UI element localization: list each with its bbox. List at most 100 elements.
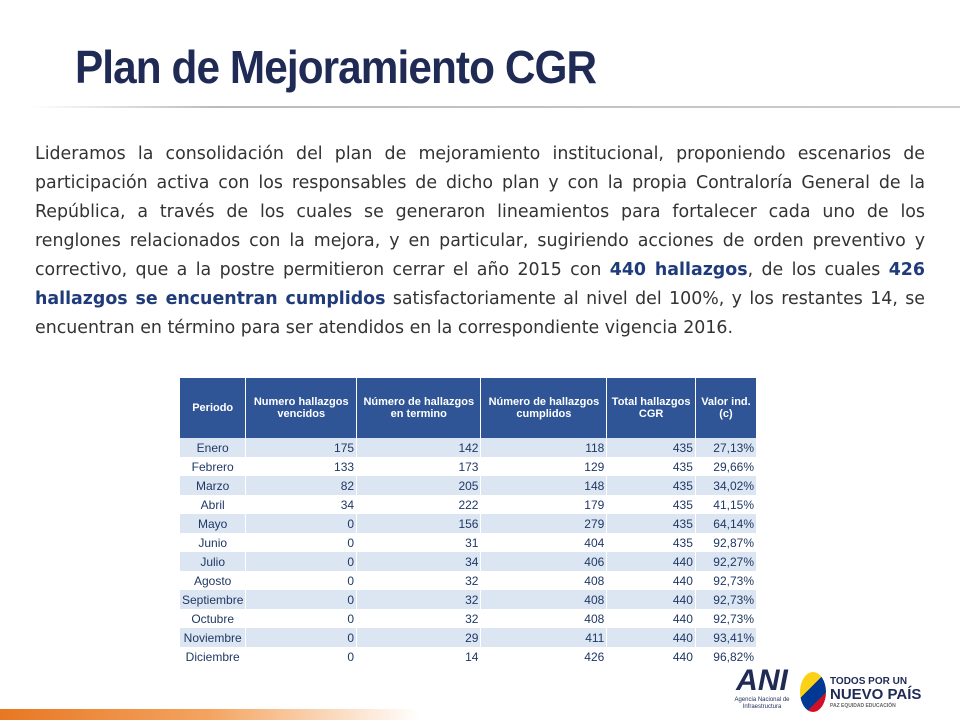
table-cell: 205 xyxy=(356,476,482,495)
flag-icon xyxy=(800,672,826,712)
bold-text: 426 hallazgos se encuentran cumplidos xyxy=(35,260,925,309)
text: , de los cuales xyxy=(747,260,889,280)
table-cell: 34 xyxy=(245,495,358,514)
paragraph: Lideramos la consolidación del plan de m… xyxy=(35,140,925,343)
logo-text: NUEVO PAÍS xyxy=(830,686,922,703)
table-cell: 440 xyxy=(606,628,696,647)
header-row: Periodo Numero hallazgos vencidos Número d… xyxy=(180,378,758,438)
table-cell: 14 xyxy=(356,647,482,666)
table-cell: 64,14% xyxy=(695,514,758,533)
table-cell: 32 xyxy=(356,571,482,590)
table-body: Enero 175 142 118 435 27,13% Febrero 133 173 129 4… xyxy=(180,438,758,666)
table-cell: 406 xyxy=(480,552,608,571)
table-cell: 435 xyxy=(606,438,696,457)
table-cell: 82 xyxy=(245,476,358,495)
table-cell: Noviembre xyxy=(180,628,247,647)
table-row: Mayo 0 156 279 435 64,14% xyxy=(180,514,758,533)
table: Periodo Numero hallazgos vencidos Número d… xyxy=(180,378,758,666)
logo-text: TODOS POR UN xyxy=(830,676,908,687)
table-cell: 142 xyxy=(356,438,482,457)
table-cell: 29 xyxy=(356,628,482,647)
table-cell: 29,66% xyxy=(695,457,758,476)
header-cell: Número de hallazgos en termino xyxy=(356,378,482,438)
bold-text: 440 hallazgos xyxy=(609,260,748,280)
table-row: Enero 175 142 118 435 27,13% xyxy=(180,438,758,457)
table-cell: 0 xyxy=(245,590,358,609)
gov-logo: TODOS POR UN NUEVO PAÍS PAZ EQUIDAD EDUCAC… xyxy=(830,676,921,709)
table-cell: 435 xyxy=(606,514,696,533)
table-cell: 32 xyxy=(356,609,482,628)
table-cell: Julio xyxy=(180,552,247,571)
table-cell: 92,87% xyxy=(695,533,758,552)
header-cell: Numero hallazgos vencidos xyxy=(245,378,358,438)
table-cell: 118 xyxy=(480,438,608,457)
table-row: Agosto 0 32 408 440 92,73% xyxy=(180,571,758,590)
table-cell: 92,73% xyxy=(695,590,758,609)
logo-text: PAZ EQUIDAD EDUCACIÓN xyxy=(830,703,896,709)
table-cell: 435 xyxy=(606,533,696,552)
table-cell: 156 xyxy=(356,514,482,533)
table-cell: 408 xyxy=(480,571,608,590)
table-cell: 435 xyxy=(606,495,696,514)
title: Plan de Mejoramiento CGR xyxy=(75,41,597,93)
table-cell: 0 xyxy=(245,571,358,590)
table-cell: 31 xyxy=(356,533,482,552)
table-cell: 440 xyxy=(606,590,696,609)
table-row: Julio 0 34 406 440 92,27% xyxy=(180,552,758,571)
table-cell: Agosto xyxy=(180,571,247,590)
table-cell: 440 xyxy=(606,609,696,628)
table-cell: 408 xyxy=(480,590,608,609)
table-cell: 440 xyxy=(606,552,696,571)
table-cell: 96,82% xyxy=(695,647,758,666)
table-cell: Junio xyxy=(180,533,247,552)
table-cell: 411 xyxy=(480,628,608,647)
header-cell: Número de hallazgos cumplidos xyxy=(480,378,608,438)
title-rule xyxy=(30,106,960,108)
table-cell: 0 xyxy=(245,533,358,552)
table-cell: 0 xyxy=(245,647,358,666)
header-cell: Periodo xyxy=(180,378,247,438)
table-cell: 440 xyxy=(606,647,696,666)
table-cell: 440 xyxy=(606,571,696,590)
footer-bar xyxy=(0,709,420,720)
table-row: Febrero 133 173 129 435 29,66% xyxy=(180,457,758,476)
table-row: Marzo 82 205 148 435 34,02% xyxy=(180,476,758,495)
table-row: Septiembre 0 32 408 440 92,73% xyxy=(180,590,758,609)
table-cell: Marzo xyxy=(180,476,247,495)
table-cell: 93,41% xyxy=(695,628,758,647)
text: Lideramos la consolidación del plan de m… xyxy=(35,144,925,280)
table-cell: Septiembre xyxy=(180,590,247,609)
logo-mark: ANI xyxy=(736,664,788,697)
table-cell: Octubre xyxy=(180,609,247,628)
text: satisfactoriamente al nivel del 100%, y … xyxy=(35,289,925,338)
table-cell: 404 xyxy=(480,533,608,552)
table-cell: 92,73% xyxy=(695,571,758,590)
table-cell: 92,27% xyxy=(695,552,758,571)
table-cell: 435 xyxy=(606,457,696,476)
table-cell: 32 xyxy=(356,590,482,609)
table-cell: 34 xyxy=(356,552,482,571)
table-row: Octubre 0 32 408 440 92,73% xyxy=(180,609,758,628)
ani-logo: ANI Agencia Nacional de Infraestructura xyxy=(732,665,792,711)
table-cell: Enero xyxy=(180,438,247,457)
table-cell: 179 xyxy=(480,495,608,514)
table-cell: 175 xyxy=(245,438,358,457)
table-row: Noviembre 0 29 411 440 93,41% xyxy=(180,628,758,647)
table-cell: 173 xyxy=(356,457,482,476)
table-cell: 0 xyxy=(245,552,358,571)
table-row: Diciembre 0 14 426 440 96,82% xyxy=(180,647,758,666)
table-cell: Diciembre xyxy=(180,647,247,666)
table-cell: 0 xyxy=(245,514,358,533)
table-cell: 426 xyxy=(480,647,608,666)
table-cell: 408 xyxy=(480,609,608,628)
table-cell: 133 xyxy=(245,457,358,476)
header-cell: Total hallazgos CGR xyxy=(606,378,696,438)
table-cell: Febrero xyxy=(180,457,247,476)
table-cell: 222 xyxy=(356,495,482,514)
table-cell: 435 xyxy=(606,476,696,495)
table-cell: 34,02% xyxy=(695,476,758,495)
table-cell: 148 xyxy=(480,476,608,495)
table-cell: 92,73% xyxy=(695,609,758,628)
header-cell: Valor ind. (c) xyxy=(695,378,758,438)
table-cell: 27,13% xyxy=(695,438,758,457)
